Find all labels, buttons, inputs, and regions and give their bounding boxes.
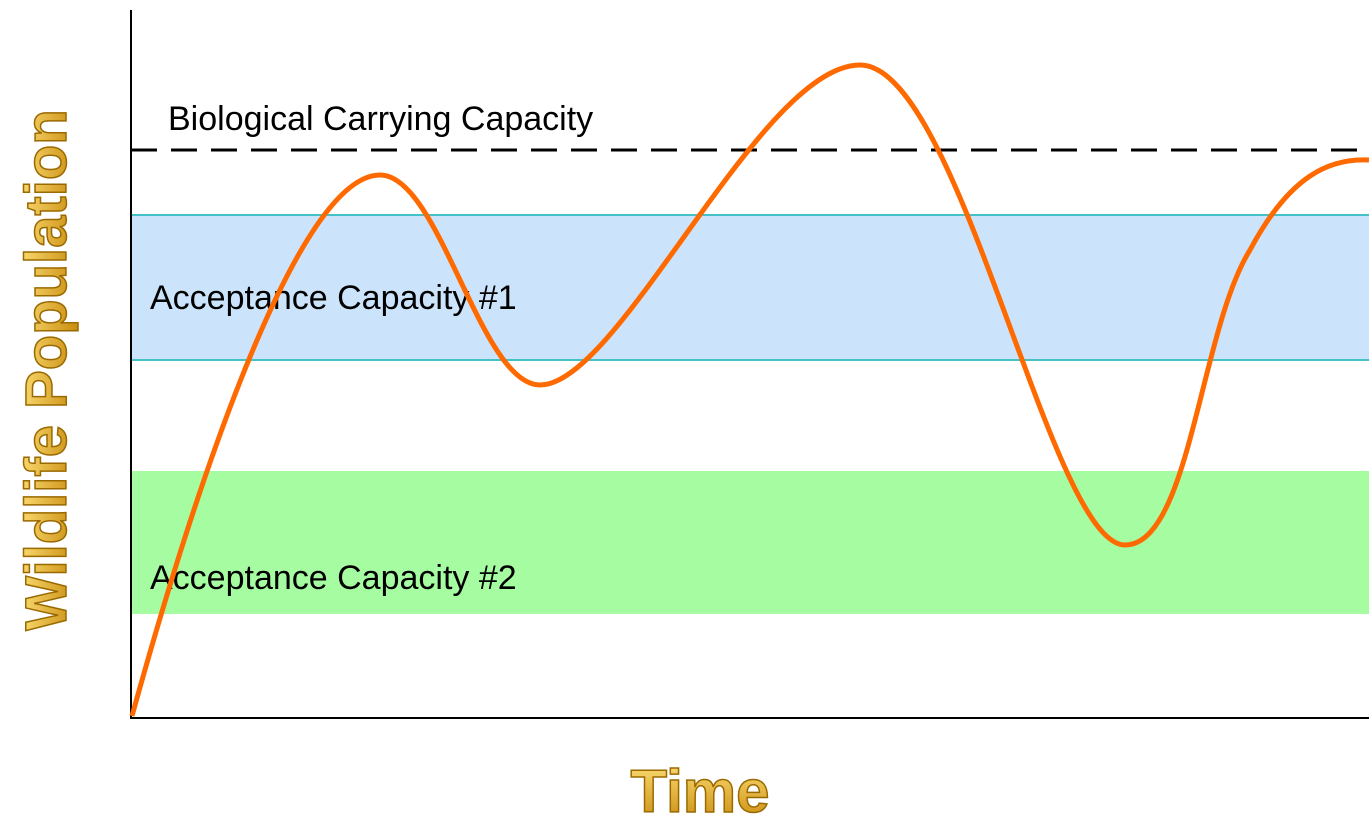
x-axis-title: Time (631, 758, 770, 825)
band-1-label: Acceptance Capacity #1 (150, 279, 517, 317)
band-2 (131, 471, 1369, 614)
population-curve (129, 62, 1369, 717)
carrying-capacity-label: Biological Carrying Capacity (168, 100, 593, 138)
band-1 (130, 214, 1369, 361)
y-axis-title: Wildlife Population (14, 109, 79, 630)
band-2-label: Acceptance Capacity #2 (150, 559, 517, 597)
